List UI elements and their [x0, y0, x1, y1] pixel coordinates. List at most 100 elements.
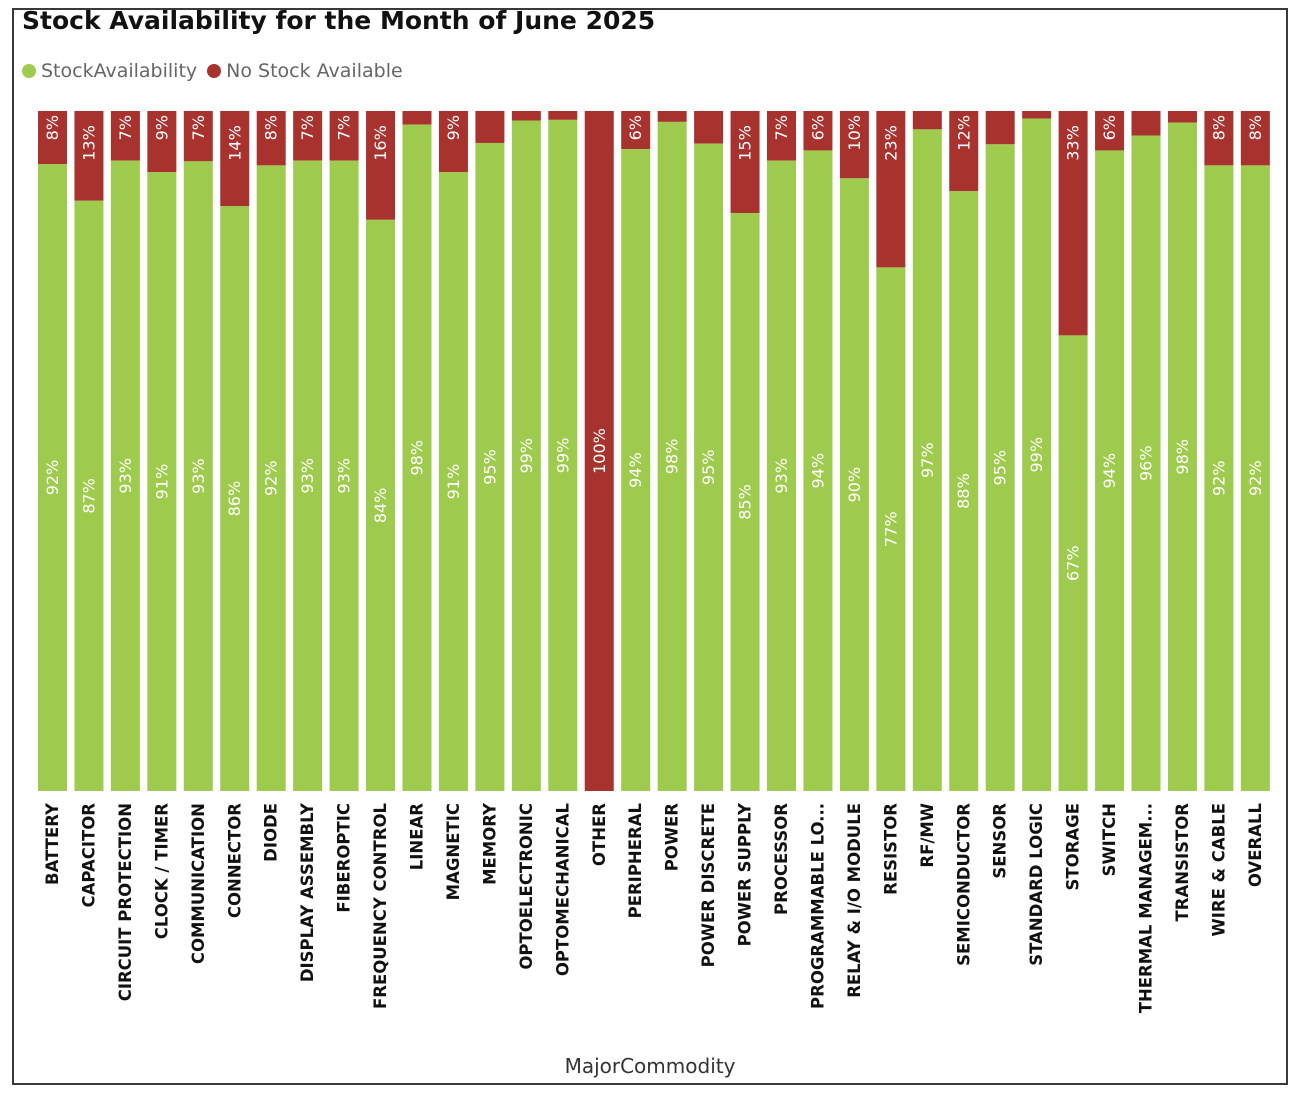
- bar-no-stock-relay-i-o-module: [839, 111, 869, 179]
- tick-label-diode: DIODE: [262, 803, 281, 862]
- label-stock-transistor: 98%: [1173, 439, 1192, 475]
- bar-stock-battery: [38, 164, 67, 792]
- label-stock-switch: 94%: [1100, 453, 1119, 489]
- bar-stock-display-assembly: [293, 160, 323, 791]
- tick-label-wire-cable: WIRE & CABLE: [1209, 803, 1228, 936]
- bar-no-stock-battery: [38, 111, 67, 165]
- bar-no-stock-circuit-protection: [110, 111, 140, 161]
- label-no-stock-peripheral: 6%: [626, 115, 645, 140]
- tick-label-sensor: SENSOR: [991, 803, 1010, 879]
- label-stock-wire-cable: 92%: [1209, 460, 1228, 496]
- chart-title: Stock Availability for the Month of June…: [22, 6, 656, 35]
- bar-stock-fiberoptic: [329, 160, 359, 791]
- bar-no-stock-magnetic: [438, 111, 468, 173]
- tick-label-magnetic: MAGNETIC: [444, 803, 463, 900]
- bar-no-stock-display-assembly: [293, 111, 323, 161]
- bar-no-stock-capacitor: [74, 111, 104, 201]
- bar-no-stock-programmable-lo: [803, 111, 833, 151]
- tick-label-battery: BATTERY: [43, 802, 62, 885]
- label-stock-magnetic: 91%: [444, 464, 463, 500]
- bar-no-stock-rf-mw: [912, 111, 942, 130]
- x-axis-title: MajorCommodity: [564, 1054, 736, 1078]
- bar-no-stock-peripheral: [621, 111, 651, 150]
- bar-stock-standard-logic: [1022, 118, 1052, 792]
- bar-no-stock-transistor: [1167, 111, 1197, 123]
- label-no-stock-capacitor: 13%: [79, 125, 98, 161]
- bar-no-stock-communication: [183, 111, 213, 162]
- bar-stock-circuit-protection: [110, 160, 140, 791]
- bar-stock-sensor: [985, 144, 1015, 791]
- label-stock-optomechanical: 99%: [553, 438, 572, 474]
- legend-label-stock-availability: StockAvailability: [41, 60, 198, 82]
- label-stock-fiberoptic: 93%: [335, 458, 354, 494]
- bar-stock-connector: [220, 206, 250, 791]
- label-no-stock-diode: 8%: [262, 115, 281, 140]
- label-stock-communication: 93%: [189, 458, 208, 494]
- tick-label-frequency-control: FREQUENCY CONTROL: [371, 803, 390, 1009]
- bar-stock-rf-mw: [912, 129, 942, 792]
- bar-stock-frequency-control: [366, 219, 396, 792]
- label-stock-programmable-lo: 94%: [808, 453, 827, 489]
- label-stock-connector: 86%: [225, 481, 244, 517]
- label-no-stock-battery: 8%: [43, 115, 62, 140]
- label-no-stock-processor: 7%: [772, 115, 791, 140]
- label-stock-sensor: 95%: [991, 450, 1010, 486]
- legend-dot-stock-availability: [22, 64, 36, 78]
- tick-label-circuit-protection: CIRCUIT PROTECTION: [116, 803, 135, 1001]
- bar-no-stock-diode: [256, 111, 286, 166]
- bar-stock-optoelectronic: [511, 120, 541, 791]
- label-no-stock-magnetic: 9%: [444, 115, 463, 140]
- label-no-stock-programmable-lo: 6%: [808, 115, 827, 140]
- tick-label-optomechanical: OPTOMECHANICAL: [553, 803, 572, 977]
- tick-label-resistor: RESISTOR: [881, 803, 900, 895]
- label-no-stock-other: 100%: [590, 428, 609, 474]
- label-stock-relay-i-o-module: 90%: [845, 467, 864, 503]
- bar-stock-magnetic: [438, 172, 468, 791]
- bar-no-stock-processor: [767, 111, 796, 161]
- label-stock-processor: 93%: [772, 458, 791, 494]
- label-stock-optoelectronic: 99%: [517, 438, 536, 474]
- bar-stock-switch: [1095, 150, 1125, 791]
- label-stock-standard-logic: 99%: [1027, 437, 1046, 473]
- bar-stock-memory: [475, 142, 505, 791]
- bar-stock-peripheral: [621, 149, 651, 791]
- bar-stock-capacitor: [74, 200, 104, 791]
- legend-item-no-stock[interactable]: No Stock Available: [207, 60, 403, 82]
- label-no-stock-power-supply: 15%: [736, 125, 755, 161]
- bar-no-stock-semiconductor: [949, 111, 979, 192]
- bar-no-stock-wire-cable: [1204, 111, 1234, 166]
- tick-label-transistor: TRANSISTOR: [1173, 803, 1192, 922]
- bar-no-stock-power-supply: [730, 111, 760, 213]
- tick-label-fiberoptic: FIBEROPTIC: [335, 803, 354, 913]
- label-stock-linear: 98%: [408, 440, 427, 476]
- bar-stock-storage: [1058, 335, 1088, 791]
- bar-stock-communication: [183, 161, 213, 791]
- bar-stock-optomechanical: [548, 119, 578, 792]
- label-stock-resistor: 77%: [881, 511, 900, 547]
- bar-no-stock-sensor: [985, 111, 1015, 145]
- tick-label-semiconductor: SEMICONDUCTOR: [954, 803, 973, 966]
- bar-no-stock-clock-timer: [147, 111, 177, 173]
- bar-stock-overall: [1240, 165, 1270, 791]
- tick-label-communication: COMMUNICATION: [189, 803, 208, 964]
- bar-no-stock-optomechanical: [548, 111, 578, 120]
- bar-no-stock-other: [584, 111, 614, 791]
- bar-no-stock-power: [657, 111, 687, 122]
- bar-stock-power-discrete: [694, 143, 724, 791]
- bar-no-stock-thermal-managem: [1131, 111, 1161, 136]
- tick-label-power-discrete: POWER DISCRETE: [699, 803, 718, 967]
- bar-no-stock-resistor: [876, 111, 906, 268]
- bar-no-stock-frequency-control: [366, 111, 396, 220]
- label-stock-power: 98%: [663, 439, 682, 475]
- legend-item-stock-availability[interactable]: StockAvailability: [22, 60, 197, 82]
- tick-label-switch: SWITCH: [1100, 803, 1119, 876]
- label-stock-peripheral: 94%: [626, 452, 645, 488]
- bar-stock-diode: [256, 165, 286, 791]
- bar-no-stock-overall: [1240, 111, 1270, 166]
- label-stock-circuit-protection: 93%: [116, 458, 135, 494]
- label-stock-thermal-managem: 96%: [1137, 445, 1156, 481]
- bar-no-stock-connector: [220, 111, 250, 207]
- label-stock-overall: 92%: [1246, 460, 1265, 496]
- label-no-stock-frequency-control: 16%: [371, 125, 390, 161]
- legend-dot-no-stock: [207, 64, 222, 78]
